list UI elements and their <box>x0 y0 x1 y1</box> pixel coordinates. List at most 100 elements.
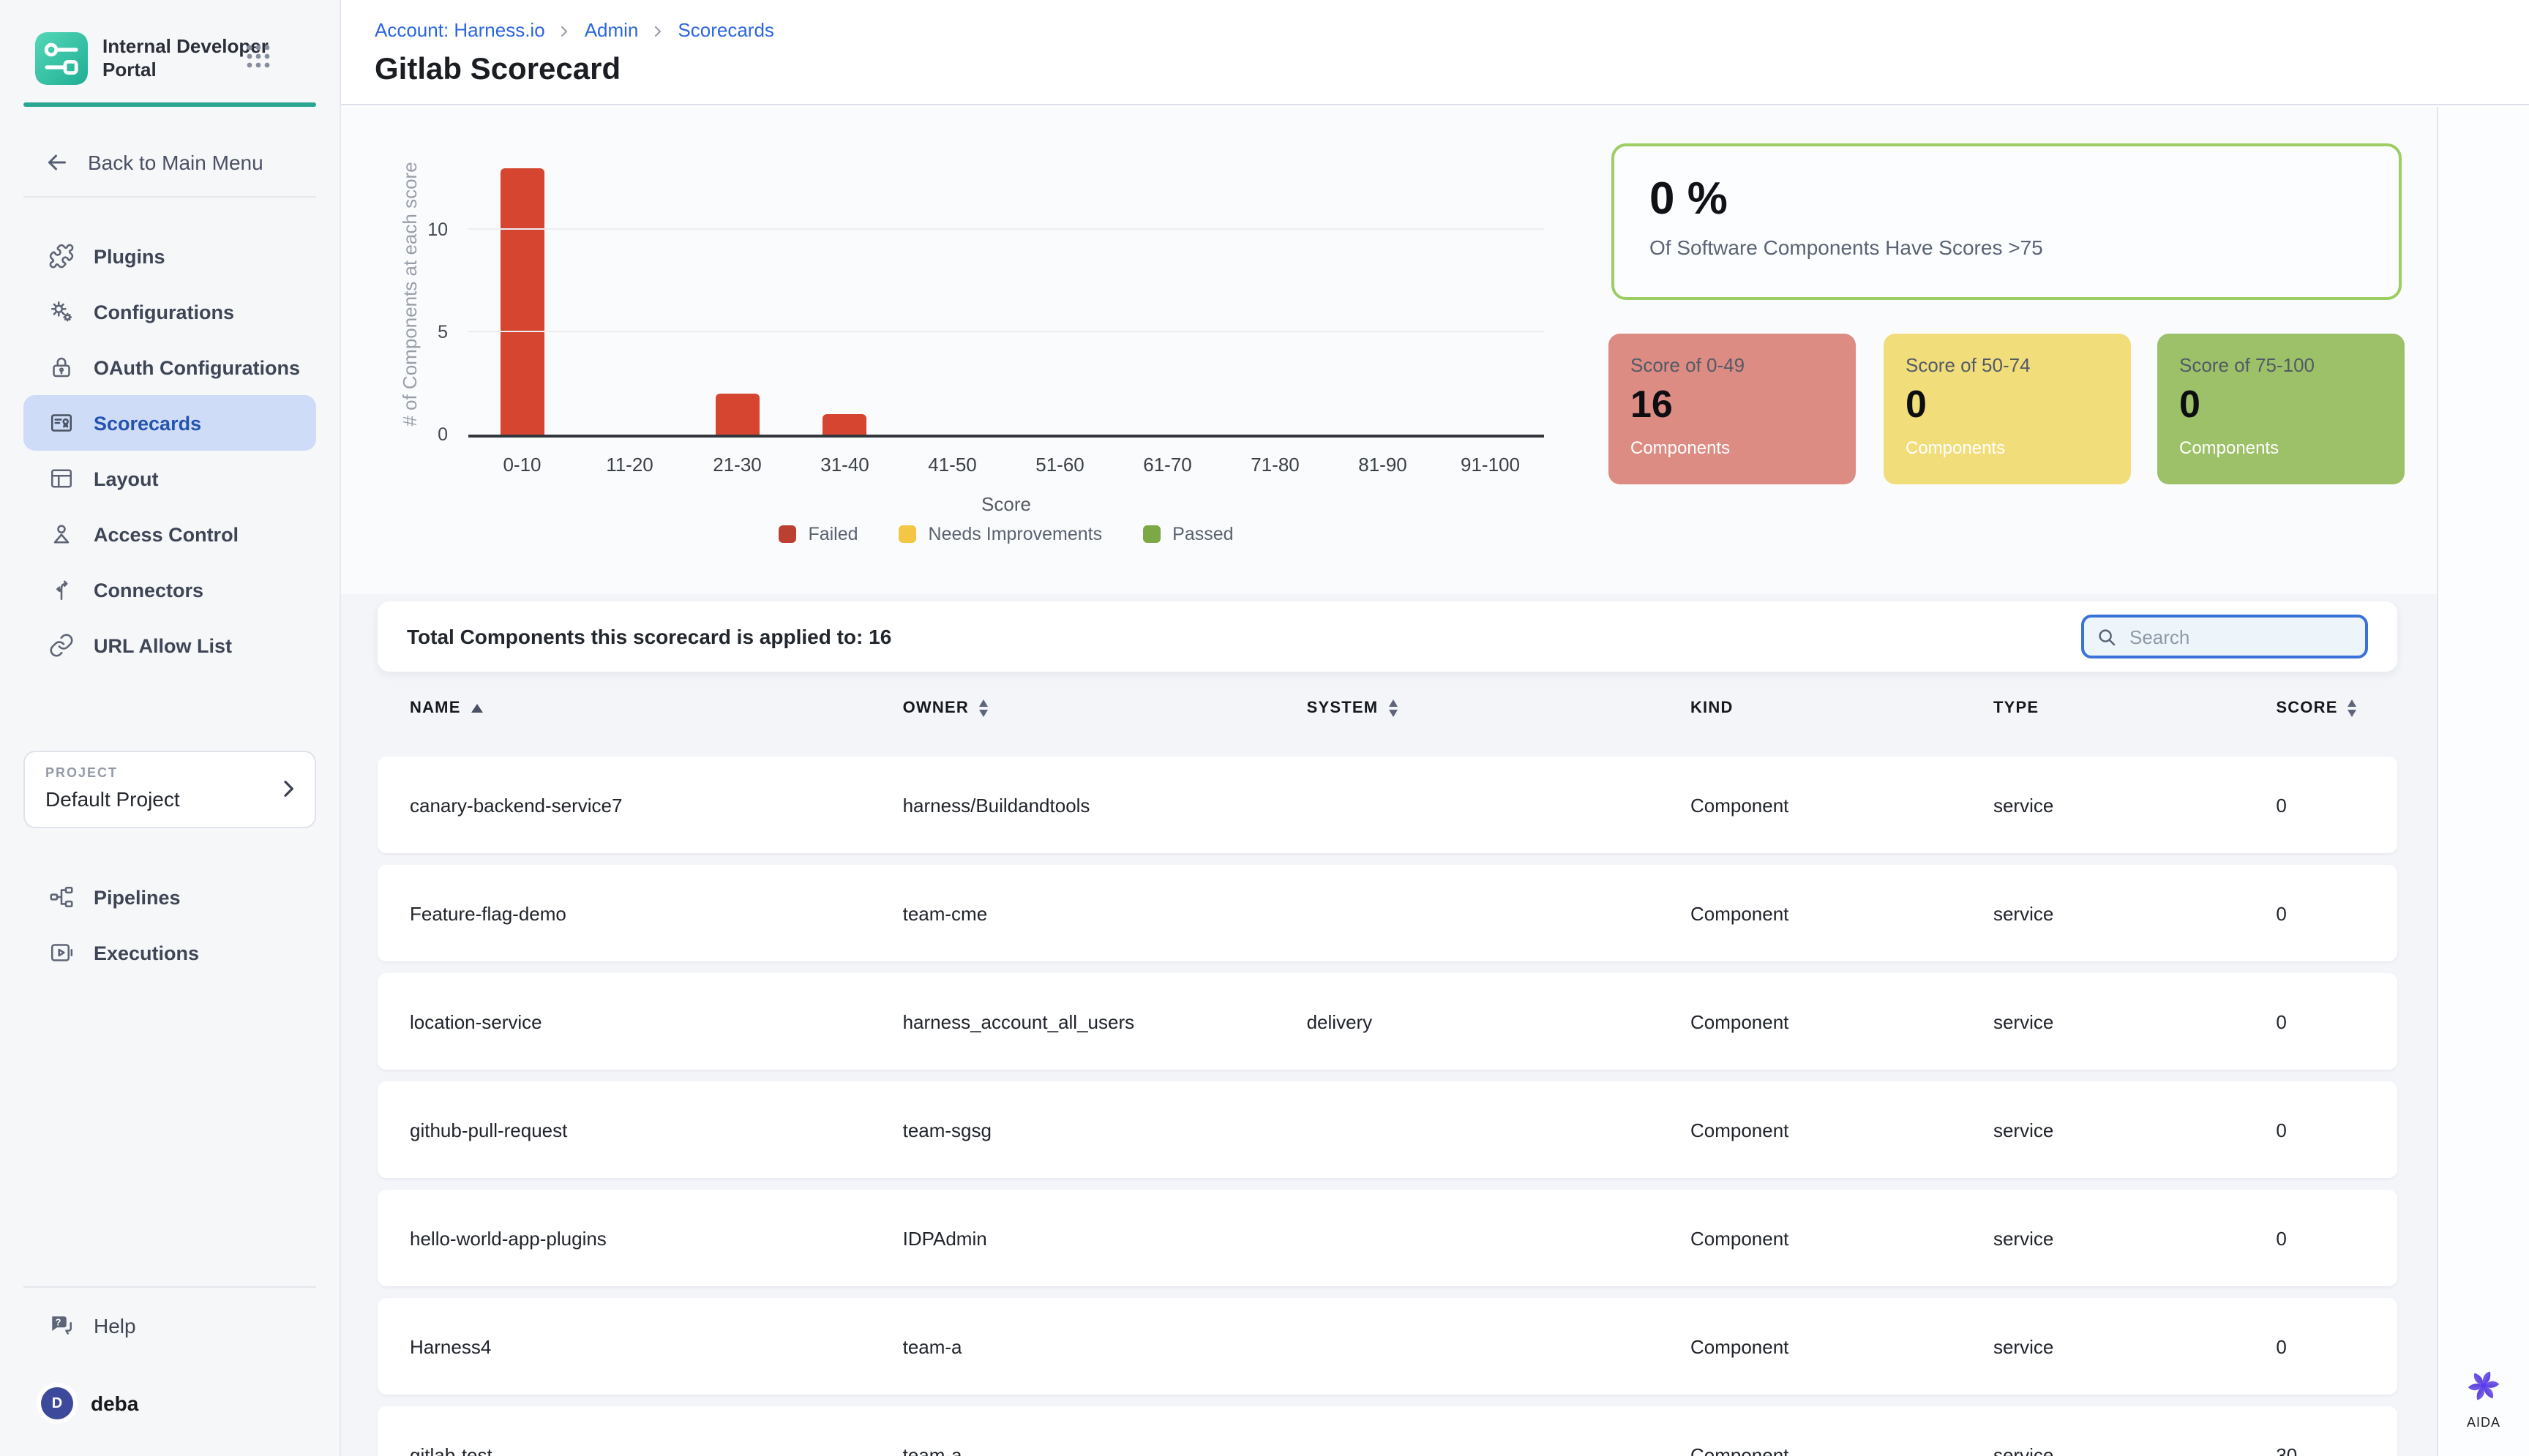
sidebar-item-pipelines[interactable]: Pipelines <box>23 869 316 925</box>
chart-x-ticks: 0-10 11-20 21-30 31-40 41-50 51-60 61-70 71-80 8… <box>468 454 1544 476</box>
percent-caption: Of Software Components Have Scores >75 <box>1649 236 2043 259</box>
cell-owner: team-a <box>902 1335 962 1357</box>
column-label: KIND <box>1690 699 1734 717</box>
arrow-left-icon <box>44 149 70 176</box>
back-to-main-menu[interactable]: Back to Main Menu <box>23 140 316 184</box>
column-header-owner[interactable]: OWNER <box>903 699 1307 717</box>
legend-item: Needs Improvements <box>899 524 1102 544</box>
table-row[interactable]: Feature-flag-demo team-cme Component servic… <box>378 865 2397 961</box>
app-switcher-grid-icon[interactable] <box>246 44 271 69</box>
nav-label: Scorecards <box>94 412 202 434</box>
breadcrumb-account-link[interactable]: Account: Harness.io <box>375 19 545 41</box>
sidebar-item-layout[interactable]: Layout <box>23 451 316 506</box>
column-header-type[interactable]: TYPE <box>1993 699 2276 717</box>
search-box <box>2081 615 2368 658</box>
table-row[interactable]: Harness4 team-a Component service 0 <box>378 1298 2397 1395</box>
nav-label: Executions <box>94 942 200 964</box>
sidebar-item-executions[interactable]: Executions <box>23 925 316 980</box>
cell-kind: Component <box>1690 794 1789 816</box>
sidebar-accent-rule <box>23 102 316 107</box>
score-band-value: 16 <box>1630 382 1673 426</box>
cell-score: 0 <box>2276 1119 2287 1141</box>
back-label: Back to Main Menu <box>88 151 263 174</box>
column-header-system[interactable]: SYSTEM <box>1307 699 1690 717</box>
x-tick-label: 81-90 <box>1358 454 1407 476</box>
cell-kind: Component <box>1690 1227 1789 1249</box>
column-label: TYPE <box>1993 699 2039 717</box>
sidebar: Internal Developer Portal Back to Main M… <box>0 0 341 1456</box>
legend-item: Failed <box>779 524 858 544</box>
cell-name: Feature-flag-demo <box>410 902 566 924</box>
x-tick-label: 21-30 <box>713 454 762 476</box>
cell-owner: IDPAdmin <box>902 1227 987 1249</box>
x-tick-label: 41-50 <box>928 454 977 476</box>
legend-label: Passed <box>1172 524 1234 544</box>
x-tick-label: 11-20 <box>606 454 653 476</box>
cell-kind: Component <box>1690 902 1789 924</box>
score-band-card-50-74: Score of 50-74 0 Components <box>1884 334 2131 484</box>
score-band-caption: Components <box>1906 438 2006 458</box>
sidebar-item-connectors[interactable]: Connectors <box>23 562 316 618</box>
nav-label: OAuth Configurations <box>94 356 300 378</box>
cell-type: service <box>1993 902 2054 924</box>
scorecard-summary-section: # of Components at each score 0 5 10 0-10 1… <box>341 107 2437 594</box>
y-tick-label: 5 <box>438 322 448 342</box>
cell-score: 0 <box>2276 1335 2287 1357</box>
breadcrumb-scorecards-link[interactable]: Scorecards <box>678 19 774 41</box>
x-tick-label: 91-100 <box>1461 454 1520 476</box>
cell-kind: Component <box>1690 1010 1789 1032</box>
app-logo-row: Internal Developer Portal <box>35 32 275 85</box>
signpost-icon <box>48 577 75 603</box>
table-row[interactable]: canary-backend-service7 harness/Buildandt… <box>378 757 2397 853</box>
cell-score: 0 <box>2276 794 2287 816</box>
x-tick-label: 31-40 <box>820 454 869 476</box>
sort-asc-icon <box>471 704 483 713</box>
help-label: Help <box>94 1314 136 1337</box>
column-label: NAME <box>410 699 461 717</box>
sidebar-divider <box>23 196 316 198</box>
breadcrumb-admin-link[interactable]: Admin <box>584 19 639 41</box>
user-menu[interactable]: D deba <box>41 1387 138 1419</box>
table-row[interactable]: location-service harness_account_all_user… <box>378 973 2397 1070</box>
sort-icon <box>1388 699 1398 717</box>
sidebar-item-scorecards[interactable]: Scorecards <box>23 395 316 451</box>
table-summary-bar: Total Components this scorecard is appli… <box>378 601 2397 672</box>
cell-name: location-service <box>410 1010 542 1032</box>
cell-kind: Component <box>1690 1119 1789 1141</box>
cell-name: hello-world-app-plugins <box>410 1227 607 1249</box>
cell-type: service <box>1993 1119 2054 1141</box>
column-header-kind[interactable]: KIND <box>1690 699 1993 717</box>
cell-kind: Component <box>1690 1335 1789 1357</box>
user-name: deba <box>91 1392 139 1415</box>
sidebar-item-plugins[interactable]: Plugins <box>23 228 316 284</box>
score-band-caption: Components <box>1630 438 1731 458</box>
legend-item: Passed <box>1143 524 1234 544</box>
cell-type: service <box>1993 1010 2054 1032</box>
project-selector[interactable]: PROJECT Default Project <box>23 751 316 828</box>
cell-name: github-pull-request <box>410 1119 568 1141</box>
gears-icon <box>48 299 75 325</box>
x-tick-label: 0-10 <box>503 454 542 476</box>
search-input[interactable] <box>2127 624 2353 649</box>
table-row[interactable]: gitlab-test team-a Component service 30 <box>378 1406 2397 1456</box>
sidebar-item-url-allow-list[interactable]: URL Allow List <box>23 618 316 673</box>
sidebar-item-access-control[interactable]: Access Control <box>23 506 316 562</box>
score-band-card-0-49: Score of 0-49 16 Components <box>1608 334 1856 484</box>
column-header-score[interactable]: SCORE <box>2276 699 2397 717</box>
aida-assistant-button[interactable]: AIDA <box>2438 1364 2529 1430</box>
svg-text:?: ? <box>56 1316 61 1327</box>
page-title: Gitlab Scorecard <box>375 53 621 86</box>
table-row[interactable]: hello-world-app-plugins IDPAdmin Component… <box>378 1190 2397 1286</box>
sidebar-item-help[interactable]: ? Help <box>23 1298 316 1354</box>
sidebar-item-oauth-configurations[interactable]: OAuth Configurations <box>23 339 316 395</box>
project-label: PROJECT <box>45 765 119 780</box>
bar-0-10 <box>500 168 544 435</box>
puzzle-icon <box>48 243 75 269</box>
sidebar-item-configurations[interactable]: Configurations <box>23 284 316 339</box>
table-row[interactable]: github-pull-request team-sgsg Component ser… <box>378 1081 2397 1178</box>
help-nav: ? Help <box>0 1298 341 1354</box>
column-header-name[interactable]: NAME <box>378 699 903 717</box>
legend-swatch <box>899 525 917 543</box>
cell-type: service <box>1993 1444 2054 1456</box>
percent-value: 0 % <box>1649 173 1728 224</box>
